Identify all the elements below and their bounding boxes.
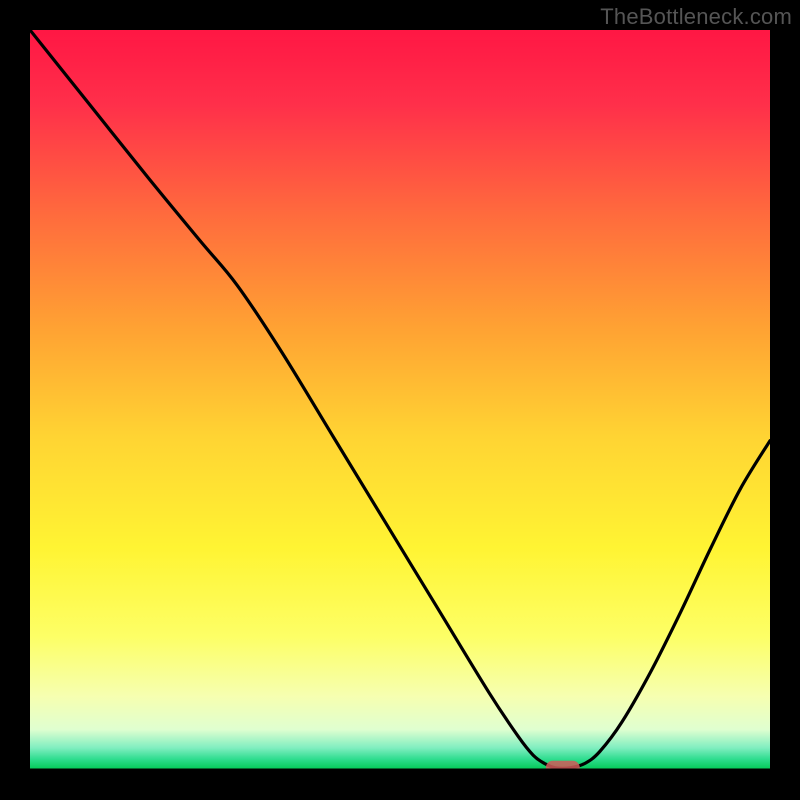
watermark-text: TheBottleneck.com	[600, 4, 792, 30]
bottleneck-chart	[0, 0, 800, 800]
chart-container: { "watermark": { "text": "TheBottleneck.…	[0, 0, 800, 800]
